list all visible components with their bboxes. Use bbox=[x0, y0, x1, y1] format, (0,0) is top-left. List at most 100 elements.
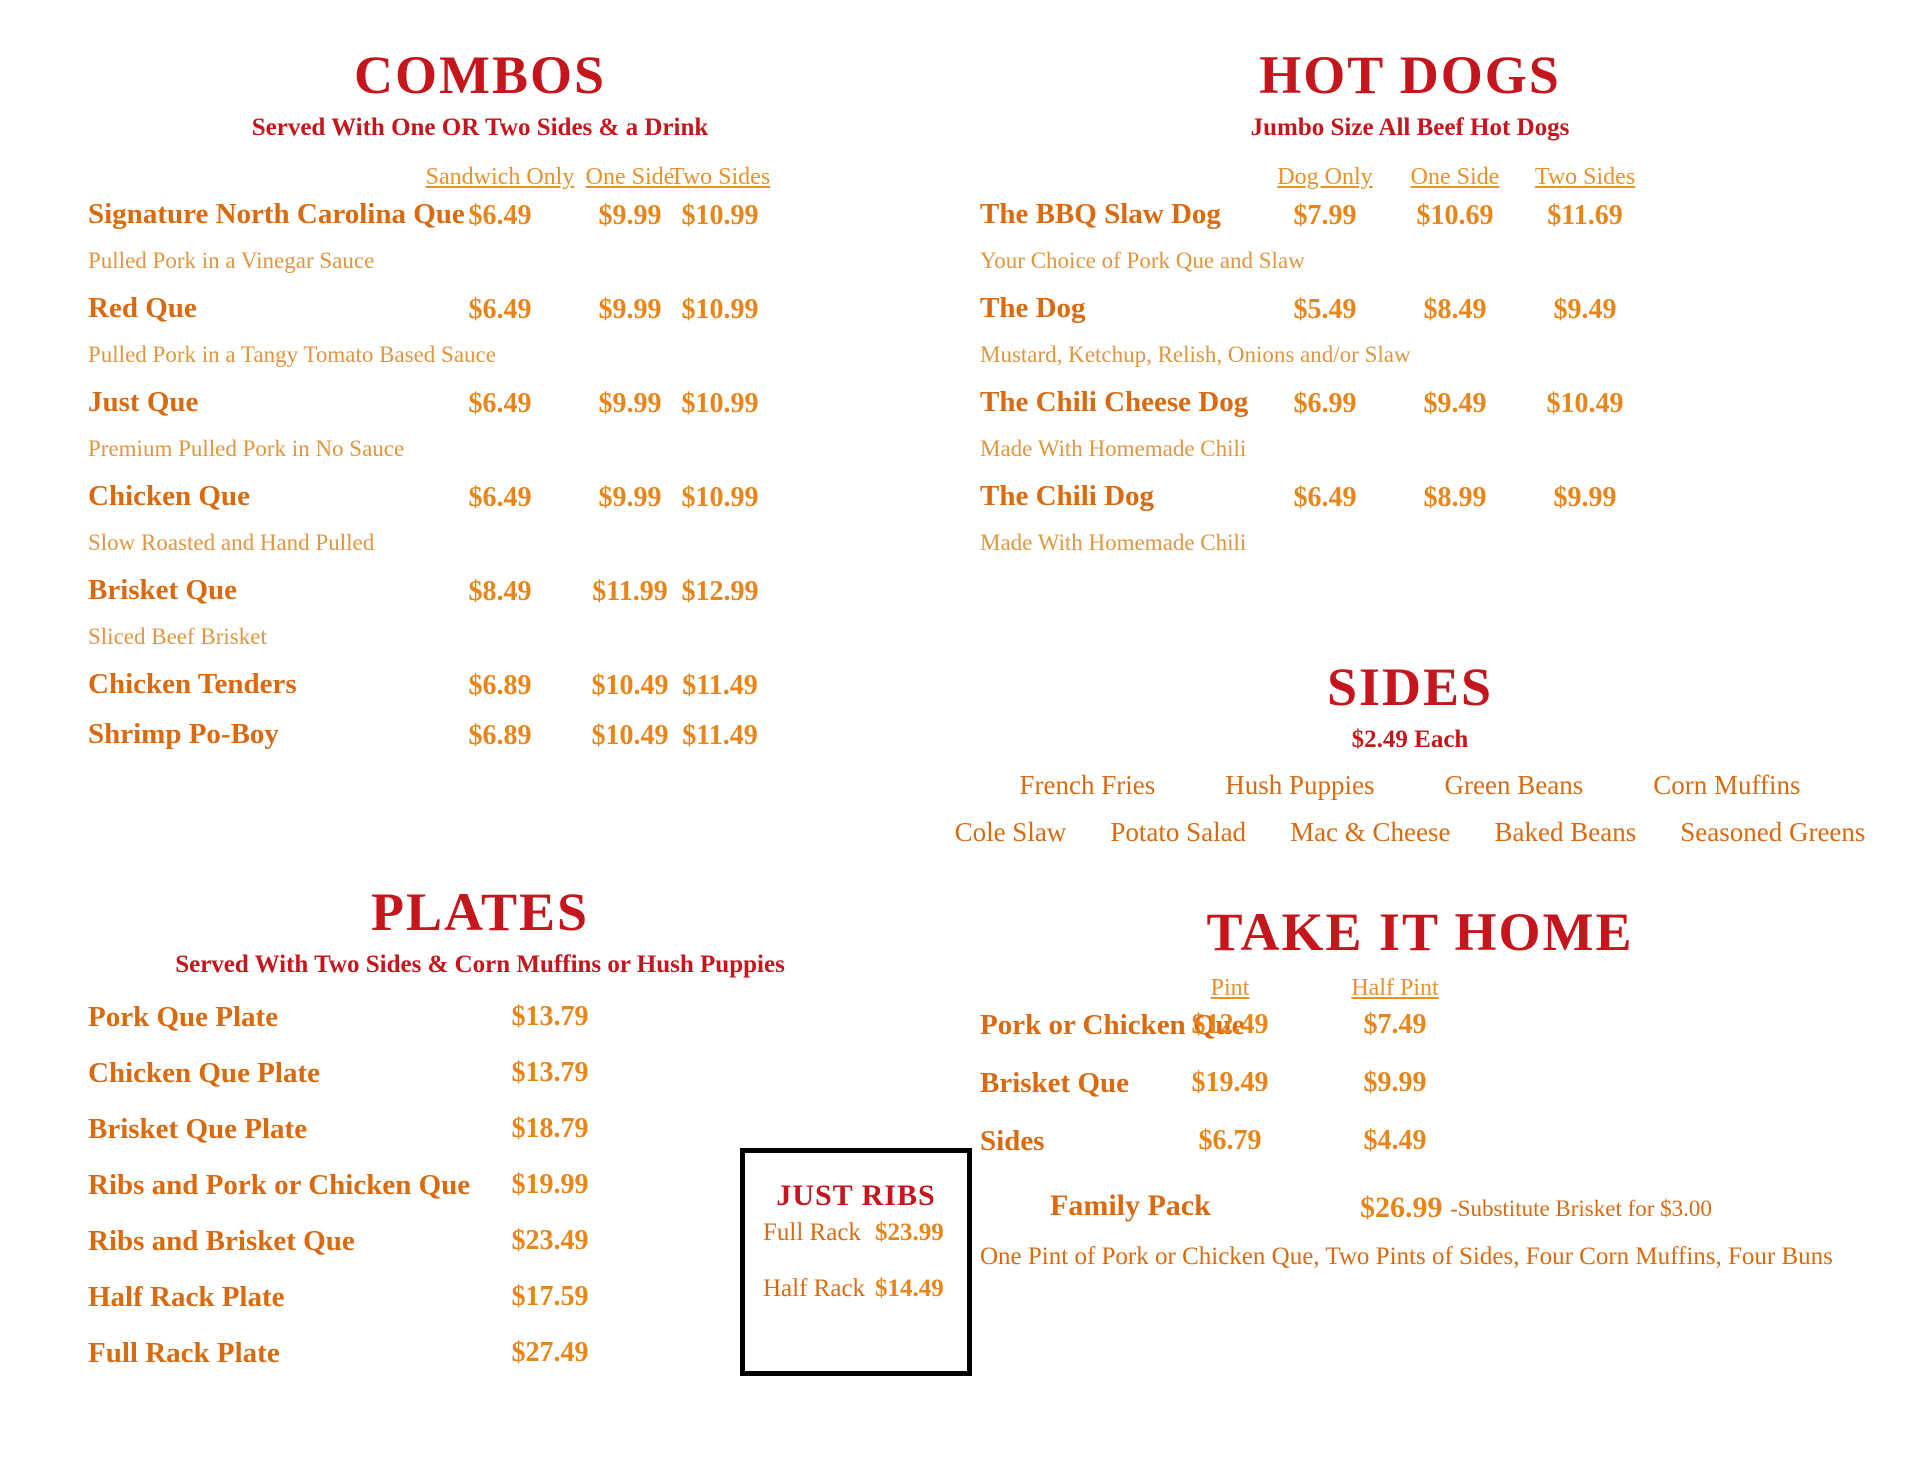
hotdogs-title: Hot Dogs bbox=[1259, 45, 1561, 105]
item-name: Chicken Que Plate bbox=[88, 1056, 320, 1089]
item-price-two-sides: $10.99 bbox=[681, 481, 759, 513]
item-name: Brisket Que bbox=[88, 573, 238, 606]
sides-price-note: $2.49 Each bbox=[1351, 726, 1469, 753]
item-name: The Chili Dog bbox=[980, 479, 1155, 512]
menu-item-row: Brisket Que $8.49 $11.99 $12.99 bbox=[60, 574, 900, 624]
item-name: Shrimp Po-Boy bbox=[88, 717, 279, 750]
item-price-two-sides: $10.49 bbox=[1546, 387, 1624, 419]
item-price: $23.49 bbox=[511, 1224, 589, 1256]
item-price: $23.99 bbox=[875, 1219, 944, 1246]
item-description: Slow Roasted and Hand Pulled bbox=[88, 529, 375, 555]
plates-subtitle: Served With Two Sides & Corn Muffins or … bbox=[175, 951, 785, 978]
item-price-half-pint: $7.49 bbox=[1363, 1009, 1427, 1040]
section-sides: Sides $2.49 Each French Fries Hush Puppi… bbox=[955, 657, 1866, 848]
item-price-one-side: $9.99 bbox=[598, 293, 662, 325]
item-name: Chicken Que bbox=[88, 479, 250, 512]
menu-item-row: Chicken Que $6.49 $9.99 $10.99 bbox=[60, 480, 900, 530]
item-price-one-side: $10.49 bbox=[591, 719, 669, 751]
menu-item-row: Half Rack Plate $17.59 bbox=[60, 1281, 900, 1337]
item-description-row: Premium Pulled Pork in No Sauce bbox=[60, 436, 900, 480]
menu-item-row: Brisket Que $19.49 $9.99 bbox=[960, 1067, 1880, 1125]
item-price-two-sides: $12.99 bbox=[681, 575, 759, 607]
combos-col-two-sides: Two Sides bbox=[669, 163, 771, 190]
item-price-two-sides: $10.99 bbox=[681, 293, 759, 325]
combos-column-headers: Sandwich Only One Side Two Sides bbox=[60, 164, 900, 198]
menu-item-row: Chicken Que Plate $13.79 bbox=[60, 1057, 900, 1113]
item-price-half-pint: $9.99 bbox=[1363, 1067, 1427, 1098]
side-item: Seasoned Greens bbox=[1680, 817, 1866, 847]
item-price-one-side: $9.99 bbox=[598, 199, 662, 231]
side-item: French Fries bbox=[1019, 770, 1156, 800]
menu-item-row: Full Rack Plate $27.49 bbox=[60, 1337, 900, 1393]
section-plates: Plates Served With Two Sides & Corn Muff… bbox=[60, 885, 900, 1393]
plates-title: Plates bbox=[370, 882, 590, 942]
family-pack-description: One Pint of Pork or Chicken Que, Two Pin… bbox=[980, 1243, 1833, 1270]
item-price: $17.59 bbox=[511, 1280, 589, 1312]
item-name: The Dog bbox=[980, 291, 1086, 324]
item-price-sandwich: $6.49 bbox=[468, 199, 532, 231]
hotdogs-col-two-sides: Two Sides bbox=[1534, 163, 1636, 190]
takehome-col-half-pint: Half Pint bbox=[1351, 975, 1439, 1001]
menu-item-row: Just Que $6.49 $9.99 $10.99 bbox=[60, 386, 900, 436]
sides-row-1: French Fries Hush Puppies Green Beans Co… bbox=[960, 770, 1860, 801]
item-price-one-side: $8.49 bbox=[1423, 293, 1487, 325]
item-price-sandwich: $6.49 bbox=[468, 293, 532, 325]
item-price-two-sides: $11.69 bbox=[1547, 199, 1623, 231]
item-name: Ribs and Pork or Chicken Que bbox=[88, 1168, 471, 1201]
item-description-row: Slow Roasted and Hand Pulled bbox=[60, 530, 900, 574]
item-description: Sliced Beef Brisket bbox=[88, 623, 267, 649]
menu-item-row: The Chili Dog $6.49 $8.99 $9.99 bbox=[960, 480, 1860, 530]
item-name: Pork or Chicken Que bbox=[980, 1009, 1245, 1041]
item-name: Signature North Carolina Que bbox=[88, 197, 465, 230]
item-price-one-side: $9.99 bbox=[598, 387, 662, 419]
family-pack-label: Family Pack bbox=[1050, 1189, 1211, 1222]
item-description: Pulled Pork in a Tangy Tomato Based Sauc… bbox=[88, 341, 496, 367]
item-price-two-sides: $10.99 bbox=[681, 199, 759, 231]
combos-title: Combos bbox=[353, 45, 607, 105]
menu-item-row: Sides $6.79 $4.49 bbox=[960, 1125, 1880, 1183]
side-item: Hush Puppies bbox=[1225, 770, 1375, 800]
hotdogs-col-one-side: One Side bbox=[1410, 163, 1500, 190]
item-price: $27.49 bbox=[511, 1336, 589, 1368]
item-name: The Chili Cheese Dog bbox=[980, 385, 1249, 418]
family-pack-row: Family Pack $26.99 -Substitute Brisket f… bbox=[960, 1189, 1880, 1243]
item-name: Sides bbox=[980, 1125, 1045, 1157]
item-description: Made With Homemade Chili bbox=[980, 435, 1247, 461]
section-just-ribs: Just Ribs Full Rack $23.99 Half Rack $14… bbox=[740, 1148, 972, 1376]
item-price-sandwich: $6.89 bbox=[468, 719, 532, 751]
menu-item-row: Half Rack $14.49 bbox=[745, 1275, 967, 1325]
item-description: Your Choice of Pork Que and Slaw bbox=[980, 247, 1305, 273]
item-price: $13.79 bbox=[511, 1000, 589, 1032]
item-description-row: Sliced Beef Brisket bbox=[60, 624, 900, 668]
item-price-two-sides: $11.49 bbox=[682, 669, 758, 701]
menu-item-row: Red Que $6.49 $9.99 $10.99 bbox=[60, 292, 900, 342]
menu-item-row: Ribs and Brisket Que $23.49 bbox=[60, 1225, 900, 1281]
side-item: Corn Muffins bbox=[1653, 770, 1801, 800]
menu-item-row: Pork Que Plate $13.79 bbox=[60, 1001, 900, 1057]
takehome-title: Take It Home bbox=[1206, 902, 1634, 962]
item-price-pint: $12.49 bbox=[1191, 1009, 1269, 1040]
section-combos: Combos Served With One OR Two Sides & a … bbox=[60, 48, 900, 768]
item-price: $13.79 bbox=[511, 1056, 589, 1088]
item-name: Brisket Que Plate bbox=[88, 1112, 308, 1145]
item-name: Full Rack bbox=[763, 1219, 861, 1246]
item-description: Pulled Pork in a Vinegar Sauce bbox=[88, 247, 375, 273]
item-price: $14.49 bbox=[875, 1275, 944, 1302]
item-description: Mustard, Ketchup, Relish, Onions and/or … bbox=[980, 341, 1411, 367]
menu-item-row: Shrimp Po-Boy $6.89 $10.49 $11.49 bbox=[60, 718, 900, 768]
item-price-sandwich: $6.89 bbox=[468, 669, 532, 701]
combos-subtitle: Served With One OR Two Sides & a Drink bbox=[251, 114, 709, 141]
item-price-dog-only: $6.49 bbox=[1293, 481, 1357, 513]
item-description-row: Made With Homemade Chili bbox=[960, 530, 1860, 574]
menu-item-row: Brisket Que Plate $18.79 bbox=[60, 1113, 900, 1169]
side-item: Cole Slaw bbox=[954, 817, 1067, 847]
section-take-it-home: Take It Home Pint Half Pint Pork or Chic… bbox=[960, 905, 1880, 1283]
combos-col-sandwich-only: Sandwich Only bbox=[425, 163, 575, 190]
item-price-sandwich: $6.49 bbox=[468, 387, 532, 419]
combos-col-one-side: One Side bbox=[585, 163, 675, 190]
sides-title: Sides bbox=[1326, 657, 1494, 717]
item-description-row: Made With Homemade Chili bbox=[960, 436, 1860, 480]
item-price: $18.79 bbox=[511, 1112, 589, 1144]
item-price-one-side: $10.69 bbox=[1416, 199, 1494, 231]
